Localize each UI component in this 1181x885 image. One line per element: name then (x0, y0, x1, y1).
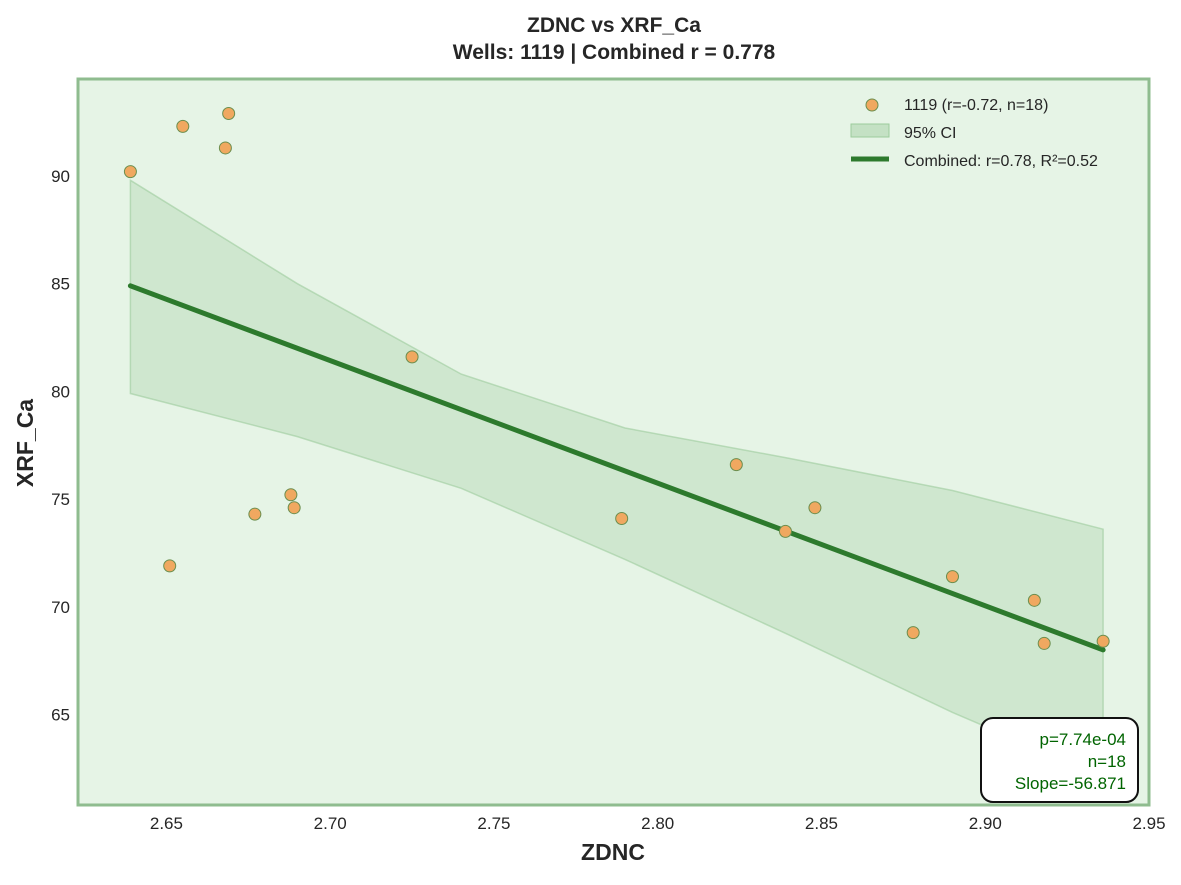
y-tick-label-5: 85 (51, 275, 70, 294)
legend: 1119 (r=-0.72, n=18) 95% CI Combined: r=… (850, 97, 1098, 170)
fit-line-layer (127, 283, 1106, 653)
fit-line (127, 283, 1106, 653)
x-tick-label-5: 2.85 (805, 814, 838, 833)
plot-frame (76, 77, 1151, 807)
data-point-17 (1037, 636, 1051, 650)
data-point-11 (729, 458, 743, 472)
legend-label-fit: Combined: r=0.78, R²=0.52 (904, 153, 1098, 170)
data-point-1 (123, 165, 137, 179)
data-point-18 (1096, 634, 1110, 648)
data-point-10 (615, 511, 629, 525)
data-point-13 (808, 501, 822, 515)
data-point-3 (176, 119, 190, 133)
data-point-15 (945, 570, 959, 584)
y-tick-label-1: 65 (51, 706, 70, 725)
y-tick-label-6: 90 (51, 167, 70, 186)
x-tick-label-7: 2.95 (1132, 814, 1165, 833)
y-axis-label: XRF_Ca (12, 399, 38, 487)
data-point-6 (248, 507, 262, 521)
x-tick-label-1: 2.65 (150, 814, 183, 833)
data-point-5 (222, 106, 236, 120)
data-point-16 (1027, 593, 1041, 607)
stats-slope: Slope=-56.871 (1015, 774, 1126, 793)
legend-swatch-ci (850, 123, 890, 138)
data-point-2 (163, 559, 177, 573)
x-tick-label-6: 2.90 (969, 814, 1002, 833)
x-tick-label-2: 2.70 (314, 814, 347, 833)
y-tick-label-3: 75 (51, 490, 70, 509)
x-tick-labels: 2.65 2.70 2.75 2.80 2.85 2.90 2.95 (150, 814, 1166, 833)
chart-title-line1: ZDNC vs XRF_Ca (527, 14, 701, 37)
chart-title-line2: Wells: 1119 | Combined r = 0.778 (453, 41, 776, 64)
data-point-12 (778, 524, 792, 538)
stats-box: p=7.74e-04 n=18 Slope=-56.871 (980, 717, 1139, 803)
stats-n: n=18 (1088, 752, 1126, 771)
stats-box-frame (980, 717, 1139, 803)
x-tick-label-4: 2.80 (641, 814, 674, 833)
legend-marker-series (865, 98, 879, 112)
y-tick-label-2: 70 (51, 598, 70, 617)
x-tick-label-3: 2.75 (477, 814, 510, 833)
legend-label-series: 1119 (r=-0.72, n=18) (904, 97, 1048, 114)
data-point-7 (284, 488, 298, 502)
legend-label-ci: 95% CI (904, 125, 956, 142)
data-point-8 (287, 501, 301, 515)
x-axis-label: ZDNC (581, 839, 645, 865)
stats-p-value: p=7.74e-04 (1040, 730, 1127, 749)
data-point-14 (906, 626, 920, 640)
y-tick-label-4: 80 (51, 382, 70, 401)
scatter-points-layer (123, 106, 1110, 650)
y-tick-labels: 65 70 75 80 85 90 (51, 167, 70, 725)
data-point-9 (405, 350, 419, 364)
data-point-4 (218, 141, 232, 155)
